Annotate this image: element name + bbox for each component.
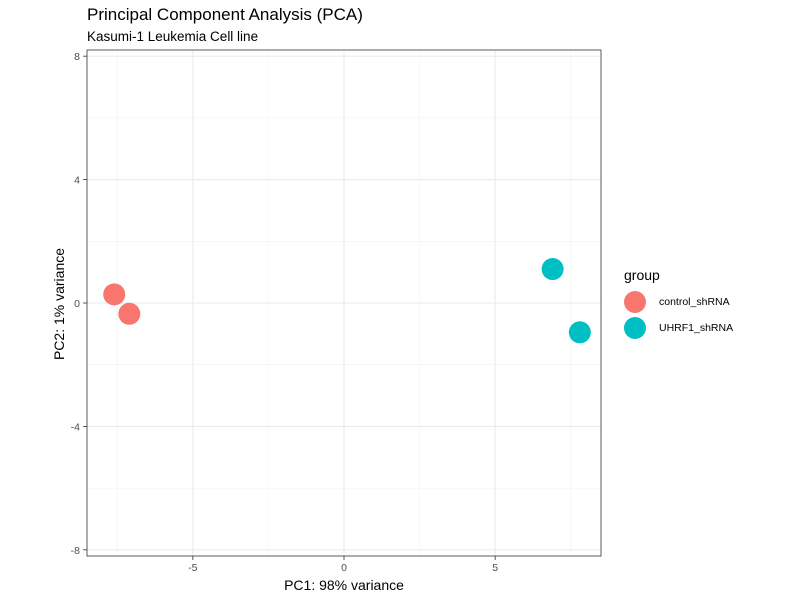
chart-subtitle: Kasumi-1 Leukemia Cell line [87, 29, 259, 44]
control-shrna-point [103, 283, 126, 306]
data-points [103, 258, 591, 344]
x-axis-title: PC1: 98% variance [284, 577, 404, 593]
y-tick-label: -8 [71, 545, 80, 557]
legend-key-uhrf1 [624, 317, 646, 339]
x-tick-label: -5 [188, 562, 197, 574]
uhrf1-shrna-point [541, 258, 564, 281]
chart-title: Principal Component Analysis (PCA) [87, 5, 363, 24]
legend-label-control: control_shRNA [659, 296, 730, 308]
axis-ticks: -5 0 5 -8 -4 0 4 8 [71, 51, 499, 574]
legend-label-uhrf1: UHRF1_shRNA [659, 322, 734, 334]
y-tick-label: 8 [74, 51, 80, 63]
legend-key-control [624, 291, 646, 313]
x-tick-label: 5 [492, 562, 498, 574]
x-tick-label: 0 [341, 562, 347, 574]
legend-item-uhrf1: UHRF1_shRNA [624, 315, 733, 341]
y-tick-label: -4 [71, 421, 80, 433]
control-shrna-point [118, 302, 141, 325]
y-axis-title: PC2: 1% variance [51, 248, 67, 360]
legend: group control_shRNA UHRF1_shRNA [624, 267, 733, 341]
grid-lines [87, 50, 601, 556]
uhrf1-shrna-point [568, 321, 591, 344]
legend-title: group [624, 267, 660, 283]
y-tick-label: 0 [74, 298, 80, 310]
legend-item-control: control_shRNA [624, 289, 733, 315]
y-tick-label: 4 [74, 175, 80, 187]
